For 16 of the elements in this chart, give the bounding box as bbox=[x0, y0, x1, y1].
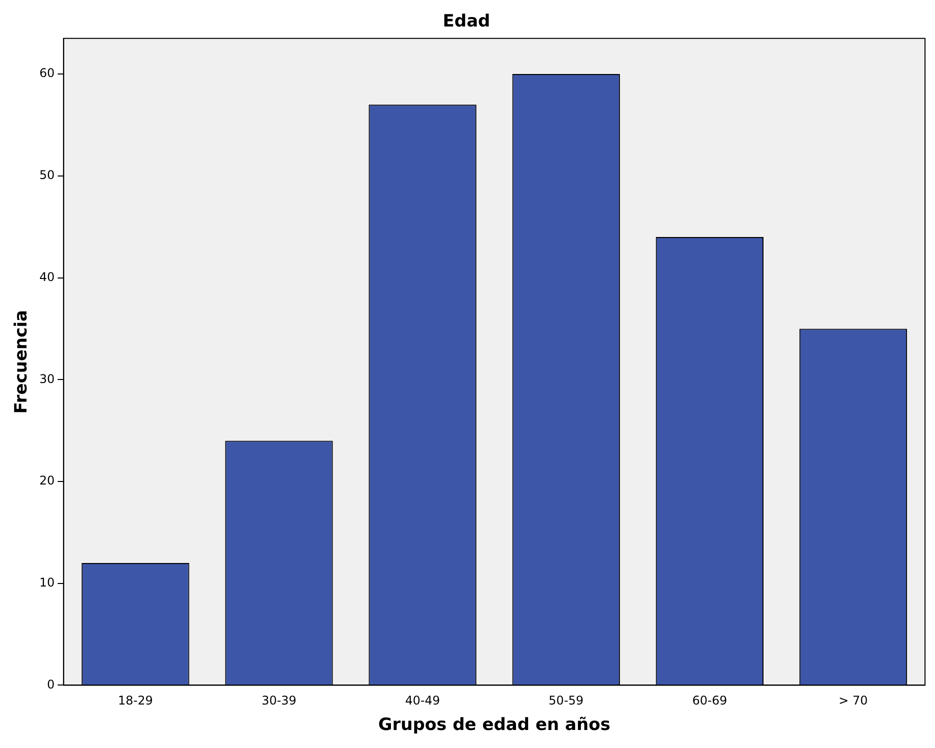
x-tick-label: 60-69 bbox=[692, 694, 728, 708]
y-tick-label: 10 bbox=[39, 575, 55, 590]
chart-title: Edad bbox=[442, 12, 490, 32]
x-tick-label: 50-59 bbox=[548, 694, 584, 708]
y-tick-label: 20 bbox=[39, 474, 55, 488]
y-axis-title: Frecuencia bbox=[12, 310, 32, 414]
x-tick-label: 18-29 bbox=[118, 694, 153, 708]
x-axis-title: Grupos de edad en años bbox=[378, 715, 610, 736]
x-tick-label: > 70 bbox=[838, 694, 868, 708]
y-tick-label: 30 bbox=[39, 372, 55, 386]
y-tick-label: 50 bbox=[39, 168, 55, 182]
y-tick-label: 40 bbox=[39, 270, 55, 284]
x-tick-label: 40-49 bbox=[405, 694, 440, 708]
x-tick-label: 30-39 bbox=[262, 694, 296, 708]
y-tick-label: 0 bbox=[47, 677, 55, 692]
y-tick-label: 60 bbox=[39, 66, 55, 80]
